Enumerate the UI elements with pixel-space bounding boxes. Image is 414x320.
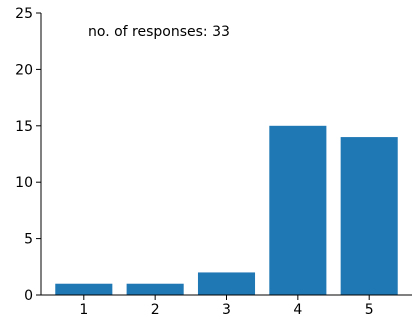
y-tick-label: 5 xyxy=(24,232,33,248)
x-tick-label: 5 xyxy=(365,302,374,318)
bar-1 xyxy=(55,283,113,295)
bar-3 xyxy=(197,272,256,295)
responses-annotation: no. of responses: 33 xyxy=(88,24,230,40)
x-tick-label: 3 xyxy=(222,302,231,318)
x-tick-label: 1 xyxy=(79,302,88,318)
x-tick-label: 2 xyxy=(151,302,160,318)
y-tick-label: 25 xyxy=(15,6,33,22)
bar-2 xyxy=(126,283,184,295)
y-axis-ticks: 0 5 10 15 20 25 xyxy=(15,6,41,304)
bars-group xyxy=(55,125,398,295)
y-tick-label: 20 xyxy=(15,62,33,78)
bar-4 xyxy=(269,125,327,295)
y-tick-label: 0 xyxy=(24,288,33,304)
bar-5 xyxy=(340,137,398,295)
x-axis-ticks: 1 2 3 4 5 xyxy=(79,295,374,318)
x-tick-label: 4 xyxy=(293,302,302,318)
y-tick-label: 10 xyxy=(15,175,33,191)
y-tick-label: 15 xyxy=(15,119,33,135)
